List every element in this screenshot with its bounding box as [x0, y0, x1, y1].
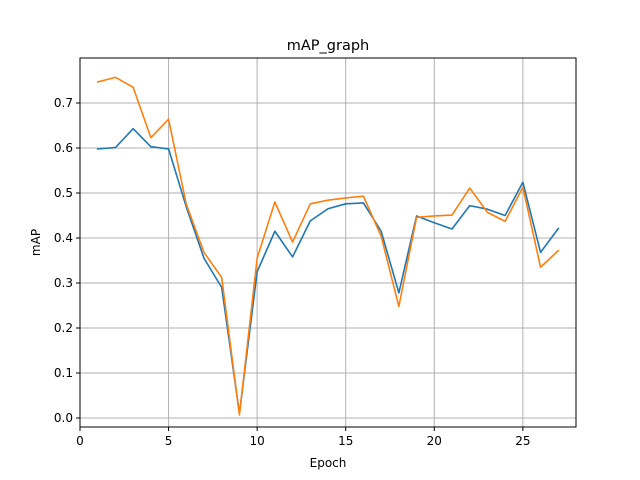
x-tick-label: 0 [76, 434, 84, 448]
series-line-1 [96, 127, 560, 415]
axis-ticks: 0 5 10 15 20 25 0.0 0.1 0.2 0.3 0.4 0.5 0.6 0.7 [54, 96, 531, 448]
grid-lines [79, 58, 576, 427]
x-tick-label: 20 [427, 434, 442, 448]
series-lines [96, 76, 560, 416]
series-line-2 [96, 76, 560, 416]
y-tick-label: 0.6 [54, 141, 73, 155]
x-tick-label: 15 [338, 434, 353, 448]
y-tick-label: 0.3 [54, 276, 73, 290]
x-tick-label: 5 [165, 434, 173, 448]
y-tick-label: 0.7 [54, 96, 73, 110]
plot-frame [79, 57, 577, 428]
y-tick-label: 0.2 [54, 321, 73, 335]
y-tick-label: 0.1 [54, 366, 73, 380]
x-axis-label: Epoch [310, 456, 347, 470]
y-tick-label: 0.4 [54, 231, 73, 245]
y-tick-label: 0.5 [54, 186, 73, 200]
y-tick-label: 0.0 [54, 411, 73, 425]
x-tick-label: 10 [250, 434, 265, 448]
x-tick-label: 25 [515, 434, 530, 448]
y-axis-label: mAP [29, 229, 43, 256]
chart-title: mAP_graph [287, 38, 369, 54]
